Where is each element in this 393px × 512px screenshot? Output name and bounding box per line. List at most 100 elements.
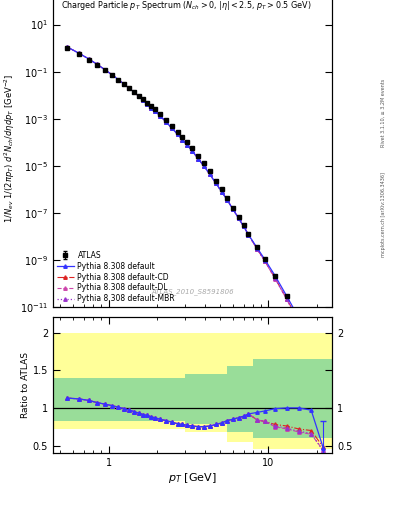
Pythia 8.308 default-MBR [170,125,174,132]
Pythia 8.308 default-MBR [164,119,169,125]
Pythia 8.308 default-DL [273,275,277,282]
Pythia 8.308 default-MBR [224,197,229,203]
Pythia 8.308 default-DL [284,296,289,303]
Pythia 8.308 default-CD [231,206,235,212]
Pythia 8.308 default-DL [132,89,137,95]
Pythia 8.308 default-DL [152,108,157,114]
Pythia 8.308 default-MBR [202,163,206,169]
Pythia 8.308 default [116,76,121,82]
Pythia 8.308 default-MBR [132,89,137,95]
Pythia 8.308 default-DL [263,258,267,264]
Pythia 8.308 default-MBR [149,104,154,111]
Pythia 8.308 default-MBR [145,101,150,107]
Pythia 8.308 default [321,366,325,372]
Pythia 8.308 default-MBR [219,188,224,195]
Pythia 8.308 default-CD [196,156,201,162]
Pythia 8.308 default [170,125,174,132]
Pythia 8.308 default-DL [164,119,169,125]
Pythia 8.308 default [64,44,69,50]
Pythia 8.308 default-CD [185,142,189,148]
Pythia 8.308 default-CD [116,76,121,82]
Pythia 8.308 default-CD [202,163,206,169]
Pythia 8.308 default-DL [76,50,81,56]
Pythia 8.308 default-CD [284,296,289,302]
Text: Rivet 3.1.10, ≥ 3.2M events: Rivet 3.1.10, ≥ 3.2M events [381,78,386,147]
Pythia 8.308 default [132,89,137,95]
Pythia 8.308 default-CD [214,180,219,186]
Pythia 8.308 default [309,336,314,343]
Pythia 8.308 default-DL [236,215,241,221]
Pythia 8.308 default-DL [224,197,229,203]
Pythia 8.308 default [224,197,229,203]
Pythia 8.308 default-CD [309,339,314,346]
Pythia 8.308 default-DL [309,340,314,347]
Pythia 8.308 default-DL [149,104,154,111]
Pythia 8.308 default-CD [152,108,157,114]
Pythia 8.308 default-MBR [231,206,235,212]
Pythia 8.308 default [86,56,91,62]
Pythia 8.308 default-DL [190,148,195,154]
Pythia 8.308 default-CD [236,215,241,221]
Pythia 8.308 default-CD [241,223,246,229]
Pythia 8.308 default-CD [141,97,146,103]
Pythia 8.308 default-MBR [152,108,157,114]
Pythia 8.308 default-MBR [255,246,259,252]
Pythia 8.308 default [95,61,99,68]
Pythia 8.308 default-MBR [309,340,314,346]
Pythia 8.308 default [158,113,162,119]
Pythia 8.308 default-DL [137,93,141,99]
Pythia 8.308 default-MBR [95,61,99,68]
Pythia 8.308 default-CD [170,125,174,132]
Pythia 8.308 default-MBR [241,223,246,229]
Pythia 8.308 default-CD [110,72,114,78]
Pythia 8.308 default [255,245,259,251]
Pythia 8.308 default-CD [180,137,185,143]
Line: Pythia 8.308 default: Pythia 8.308 default [65,45,325,371]
Pythia 8.308 default [297,315,301,321]
Pythia 8.308 default [122,81,127,87]
Pythia 8.308 default [127,86,132,92]
Pythia 8.308 default-DL [127,86,132,92]
Pythia 8.308 default [219,188,224,195]
Pythia 8.308 default-MBR [185,142,189,148]
Pythia 8.308 default-CD [164,119,169,125]
Pythia 8.308 default [208,171,212,177]
Pythia 8.308 default-MBR [103,67,107,73]
Pythia 8.308 default-CD [158,113,162,119]
Pythia 8.308 default [284,293,289,299]
Pythia 8.308 default-MBR [263,258,267,264]
Pythia 8.308 default-MBR [284,296,289,302]
Pythia 8.308 default-CD [64,44,69,50]
Pythia 8.308 default-MBR [297,318,301,325]
Pythia 8.308 default-DL [103,67,107,73]
Pythia 8.308 default-CD [273,275,277,281]
Pythia 8.308 default-MBR [127,86,132,92]
Pythia 8.308 default [76,50,81,56]
Pythia 8.308 default-CD [149,104,154,111]
Text: Charged Particle $p_T$ Spectrum ($N_{ch} > 0$, $|\eta| < 2.5$, $p_T > 0.5$ GeV): Charged Particle $p_T$ Spectrum ($N_{ch}… [61,0,312,12]
Pythia 8.308 default-CD [86,56,91,62]
Pythia 8.308 default-DL [175,131,180,137]
Pythia 8.308 default-CD [263,258,267,264]
Pythia 8.308 default-MBR [273,275,277,282]
Pythia 8.308 default [231,206,235,212]
Pythia 8.308 default-CD [76,50,81,56]
Pythia 8.308 default-CD [208,171,212,177]
Y-axis label: Ratio to ATLAS: Ratio to ATLAS [21,352,30,418]
Pythia 8.308 default-DL [255,246,259,252]
Pythia 8.308 default [175,131,180,137]
Text: mcplots.cern.ch [arXiv:1306.3436]: mcplots.cern.ch [arXiv:1306.3436] [381,173,386,258]
Pythia 8.308 default-DL [241,223,246,229]
Pythia 8.308 default-DL [297,319,301,325]
Pythia 8.308 default-MBR [141,97,146,103]
Pythia 8.308 default-DL [246,231,251,238]
Pythia 8.308 default-MBR [214,180,219,186]
Pythia 8.308 default-DL [208,171,212,177]
Pythia 8.308 default-DL [95,61,99,68]
Pythia 8.308 default [236,215,241,221]
Pythia 8.308 default-CD [255,246,259,252]
Pythia 8.308 default-MBR [158,113,162,119]
Legend: ATLAS, Pythia 8.308 default, Pythia 8.308 default-CD, Pythia 8.308 default-DL, P: ATLAS, Pythia 8.308 default, Pythia 8.30… [55,249,176,305]
Pythia 8.308 default [180,137,185,143]
Pythia 8.308 default-DL [145,101,150,107]
